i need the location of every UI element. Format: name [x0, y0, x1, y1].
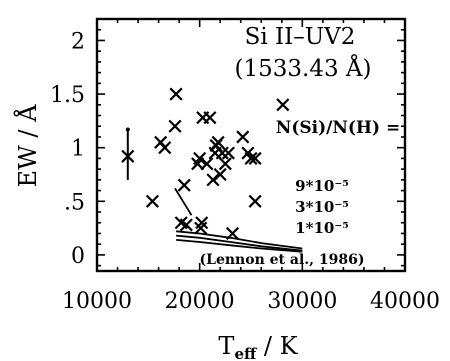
tick-marks: [96, 19, 406, 271]
data-point: [206, 173, 220, 187]
reference-label: (Lennon et al., 1986): [200, 252, 365, 268]
legend-title: N(Si)/N(H) =: [276, 118, 400, 138]
model-curve: [176, 234, 303, 252]
data-point: [145, 194, 159, 208]
error-bar-point: [121, 127, 135, 180]
data-point: [169, 87, 183, 101]
data-point: [211, 135, 225, 149]
data-point: [193, 151, 207, 165]
x-tick-label: 40000: [370, 289, 440, 314]
legend-entry-3e-5: 3*10⁻⁵: [295, 198, 349, 216]
model-curve: [174, 187, 193, 216]
x-axis-label-main: T: [218, 332, 234, 360]
x-tick-label: 20000: [165, 289, 235, 314]
data-point: [218, 157, 232, 171]
data-point: [248, 151, 262, 165]
tick-labels: 10000 20000 30000 40000 0 .5 1 1.5 2: [50, 29, 440, 314]
data-point: [241, 146, 255, 160]
legend-entry-9e-5: 9*10⁻⁵: [295, 177, 349, 195]
data-point: [248, 194, 262, 208]
chart-title: Si II–UV2: [245, 24, 356, 50]
chart-subtitle: (1533.43 Å): [235, 54, 372, 82]
data-point: [179, 218, 193, 232]
data-points: [121, 87, 290, 241]
plot-frame: [95, 17, 407, 273]
x-tick-label: 10000: [62, 289, 132, 314]
data-point: [244, 151, 258, 165]
data-point: [221, 146, 235, 160]
model-curve: [176, 230, 303, 250]
data-point: [158, 141, 172, 155]
data-point: [213, 167, 227, 182]
model-curves: [174, 187, 303, 253]
y-tick-label: 2: [71, 29, 85, 54]
data-point: [236, 130, 250, 144]
y-axis-label: EW / Å: [13, 104, 42, 188]
data-point: [225, 226, 240, 241]
data-point: [276, 98, 290, 112]
y-tick-label: 1: [71, 137, 85, 162]
x-tick-label: 30000: [267, 289, 337, 314]
y-tick-label: 1.5: [50, 83, 85, 108]
y-tick-label: .5: [64, 190, 85, 215]
data-point: [168, 119, 182, 133]
data-point: [200, 157, 214, 171]
x-axis-label-sub: eff: [234, 345, 258, 361]
x-axis-label-unit: / K: [256, 332, 298, 360]
legend-entry-1e-5: 1*10⁻⁵: [295, 219, 349, 237]
x-axis-label: Teff / K: [218, 332, 298, 361]
data-point: [177, 178, 191, 192]
data-point: [194, 221, 208, 235]
data-point: [203, 111, 217, 125]
y-tick-label: 0: [71, 244, 85, 269]
model-curve: [176, 239, 303, 253]
